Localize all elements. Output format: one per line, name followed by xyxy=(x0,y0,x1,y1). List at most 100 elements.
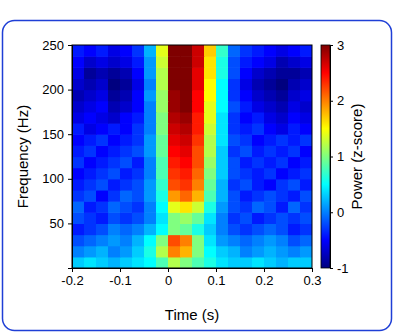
heatmap-cell xyxy=(132,212,145,224)
heatmap-cell xyxy=(276,90,289,102)
heatmap-cell xyxy=(288,223,301,235)
heatmap-cell xyxy=(192,201,205,213)
x-axis: -0.2-0.100.10.20.3 xyxy=(61,268,321,288)
heatmap-cell xyxy=(72,212,85,224)
heatmap-cell xyxy=(120,112,133,124)
heatmap-cell xyxy=(240,157,253,169)
heatmap-cell xyxy=(132,201,145,213)
heatmap-cell xyxy=(252,190,265,202)
heatmap-cell xyxy=(180,246,193,258)
heatmap-cell xyxy=(120,67,133,79)
heatmap-cell xyxy=(84,201,97,213)
heatmap-cell xyxy=(288,179,301,191)
heatmap-cell xyxy=(300,101,312,113)
tick: 1 xyxy=(330,149,344,164)
heatmap-cell xyxy=(72,179,85,191)
heatmap-cell xyxy=(132,45,145,57)
heatmap-cell xyxy=(300,78,312,90)
tick-mark xyxy=(168,268,169,272)
heatmap-cell xyxy=(156,134,169,146)
heatmap-cell xyxy=(192,223,205,235)
tick-label: 50 xyxy=(50,216,64,231)
heatmap-cell xyxy=(84,157,97,169)
heatmap-cell xyxy=(204,67,217,79)
heatmap-cell xyxy=(228,112,241,124)
heatmap-cell xyxy=(96,56,109,68)
heatmap-cell xyxy=(120,212,133,224)
heatmap-cell xyxy=(132,90,145,102)
heatmap-cell xyxy=(72,90,85,102)
colorbar-axis: -10123 xyxy=(330,38,349,276)
heatmap-cell xyxy=(300,123,312,135)
heatmap-cell xyxy=(276,168,289,180)
heatmap-cell xyxy=(252,168,265,180)
heatmap-cell xyxy=(192,112,205,124)
heatmap-cell xyxy=(288,235,301,247)
heatmap-cell xyxy=(252,134,265,146)
heatmap-cell xyxy=(144,168,157,180)
heatmap-cell xyxy=(72,257,85,268)
heatmap-cell xyxy=(168,67,181,79)
heatmap-cell xyxy=(300,90,312,102)
heatmap-cell xyxy=(108,257,121,268)
tick: -0.2 xyxy=(61,268,83,288)
heatmap-cell xyxy=(96,257,109,268)
tick: 2 xyxy=(330,93,344,108)
heatmap-cell xyxy=(108,101,121,113)
heatmap-cell xyxy=(288,78,301,90)
tick-label: 0 xyxy=(337,205,344,220)
heatmap-cell xyxy=(216,45,229,57)
heatmap-cell xyxy=(216,123,229,135)
heatmap-cell xyxy=(180,78,193,90)
heatmap-cell xyxy=(204,145,217,157)
heatmap-cell xyxy=(252,246,265,258)
heatmap-cell xyxy=(144,157,157,169)
heatmap-cell xyxy=(216,157,229,169)
heatmap-cell xyxy=(72,157,85,169)
tick-mark xyxy=(330,157,333,158)
heatmap-cell xyxy=(216,134,229,146)
heatmap-cell xyxy=(132,56,145,68)
tick-label: 250 xyxy=(42,38,64,53)
heatmap-cell xyxy=(252,212,265,224)
tick-mark xyxy=(120,268,121,272)
heatmap-cell xyxy=(252,45,265,57)
heatmap-cell xyxy=(84,112,97,124)
heatmap-cell xyxy=(288,123,301,135)
heatmap-cell xyxy=(108,112,121,124)
tick-mark xyxy=(216,268,217,272)
heatmap-cell xyxy=(252,257,265,268)
heatmap-cell xyxy=(252,145,265,157)
heatmap-cell xyxy=(276,56,289,68)
heatmap-cell xyxy=(276,67,289,79)
heatmap-cell xyxy=(264,223,277,235)
heatmap-cell xyxy=(180,112,193,124)
heatmap-cell xyxy=(156,123,169,135)
heatmap-cell xyxy=(264,179,277,191)
heatmap-cell xyxy=(72,168,85,180)
heatmap-cell xyxy=(180,45,193,57)
heatmap-cell xyxy=(288,134,301,146)
heatmap-cell xyxy=(276,134,289,146)
heatmap-cell xyxy=(216,168,229,180)
chart: -0.2-0.100.10.20.350100150200250Time (s)… xyxy=(0,0,395,334)
heatmap-cell xyxy=(204,101,217,113)
heatmap-cell xyxy=(252,223,265,235)
heatmap-cell xyxy=(84,223,97,235)
y-axis: 50100150200250 xyxy=(42,38,72,269)
heatmap-cell xyxy=(84,212,97,224)
heatmap-cell xyxy=(132,190,145,202)
heatmap-cell xyxy=(228,90,241,102)
tick: 0 xyxy=(330,205,344,220)
tick: 200 xyxy=(42,82,72,97)
heatmap-cell xyxy=(264,67,277,79)
heatmap-cell xyxy=(240,101,253,113)
heatmap-cell xyxy=(120,78,133,90)
heatmap-cell xyxy=(84,134,97,146)
heatmap-cell xyxy=(240,67,253,79)
heatmap-cell xyxy=(168,78,181,90)
plot-frame xyxy=(72,45,312,268)
heatmap-cell xyxy=(72,78,85,90)
heatmap-cell xyxy=(144,235,157,247)
heatmap-cell xyxy=(240,257,253,268)
